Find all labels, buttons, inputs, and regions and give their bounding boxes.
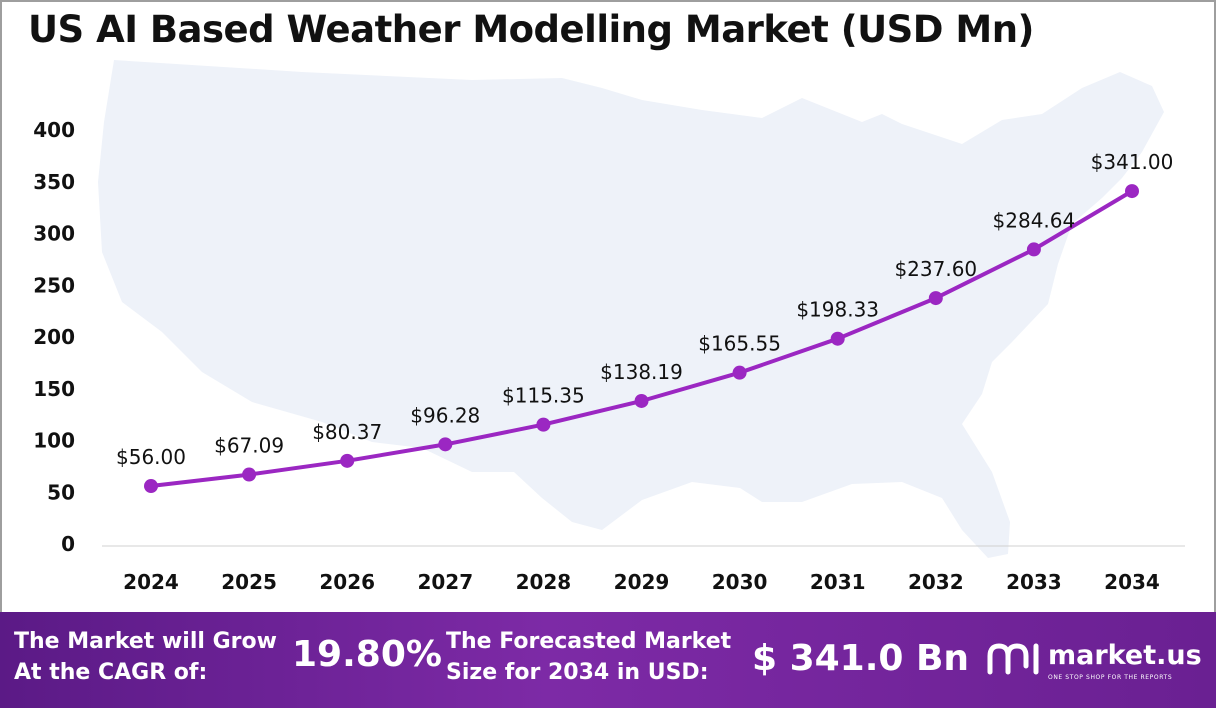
y-tick-label: 400 [33,118,75,142]
data-point [144,479,158,494]
brand-tagline: ONE STOP SHOP FOR THE REPORTS [1048,674,1173,681]
forecast-label: The Forecasted Market Size for 2034 in U… [446,626,731,688]
y-tick-label: 50 [47,480,75,504]
forecast-value: $ 341.0 Bn [752,638,970,679]
x-tick-label: 2033 [1006,570,1062,594]
footer-banner: The Market will Grow At the CAGR of: 19.… [0,612,1216,708]
x-tick-label: 2024 [123,570,179,594]
y-tick-label: 150 [33,377,75,401]
data-point [928,291,943,306]
y-tick-label: 100 [33,429,75,453]
data-label: $138.19 [600,360,683,384]
x-tick-label: 2025 [221,570,277,594]
cagr-value: 19.80% [292,634,442,675]
data-label: $165.55 [698,332,781,356]
x-tick-label: 2028 [516,570,572,594]
x-tick-label: 2027 [417,570,473,594]
y-tick-label: 200 [33,325,75,349]
x-tick-label: 2032 [908,570,964,594]
y-tick-label: 250 [33,273,75,297]
data-label: $115.35 [502,384,585,408]
chart-title: US AI Based Weather Modelling Market (US… [28,8,1034,51]
x-tick-label: 2034 [1104,570,1160,594]
x-tick-label: 2029 [614,570,670,594]
market-us-logo-icon [987,643,1039,675]
y-tick-label: 300 [33,222,75,246]
data-point [340,453,355,468]
data-point [536,417,551,432]
forecast-label-line2: Size for 2034 in USD: [446,660,709,685]
cagr-label-line1: The Market will Grow [14,629,277,654]
data-label: $67.09 [214,434,284,458]
data-label: $341.00 [1091,150,1174,174]
data-point [634,393,649,408]
market-us-brand: market.us ONE STOP SHOP FOR THE REPORTS [986,638,1208,688]
cagr-label: The Market will Grow At the CAGR of: [14,626,277,688]
y-tick-label: 0 [61,532,75,556]
data-point [1125,184,1139,199]
data-point [830,331,845,346]
data-label: $237.60 [894,257,977,281]
data-point [732,365,747,380]
data-label: $284.64 [993,208,1076,232]
brand-name: market.us [1048,640,1202,671]
us-map-background [98,60,1164,558]
chart-frame: 0 50 100 150 200 250 300 350 400 2024 2025 2026 202… [0,0,1216,614]
y-tick-label: 350 [33,170,75,194]
data-point [1026,242,1041,257]
x-tick-label: 2031 [810,570,866,594]
cagr-label-line2: At the CAGR of: [14,660,208,685]
data-point [438,437,453,452]
forecast-label-line1: The Forecasted Market [446,629,732,654]
x-tick-label: 2026 [319,570,375,594]
data-label: $80.37 [312,420,382,444]
data-label: $56.00 [116,445,186,469]
data-label: $198.33 [796,298,879,322]
line-chart: 0 50 100 150 200 250 300 350 400 2024 2025 2026 202… [33,60,1185,594]
data-point [242,467,257,482]
x-tick-label: 2030 [712,570,768,594]
data-label: $96.28 [410,403,480,427]
